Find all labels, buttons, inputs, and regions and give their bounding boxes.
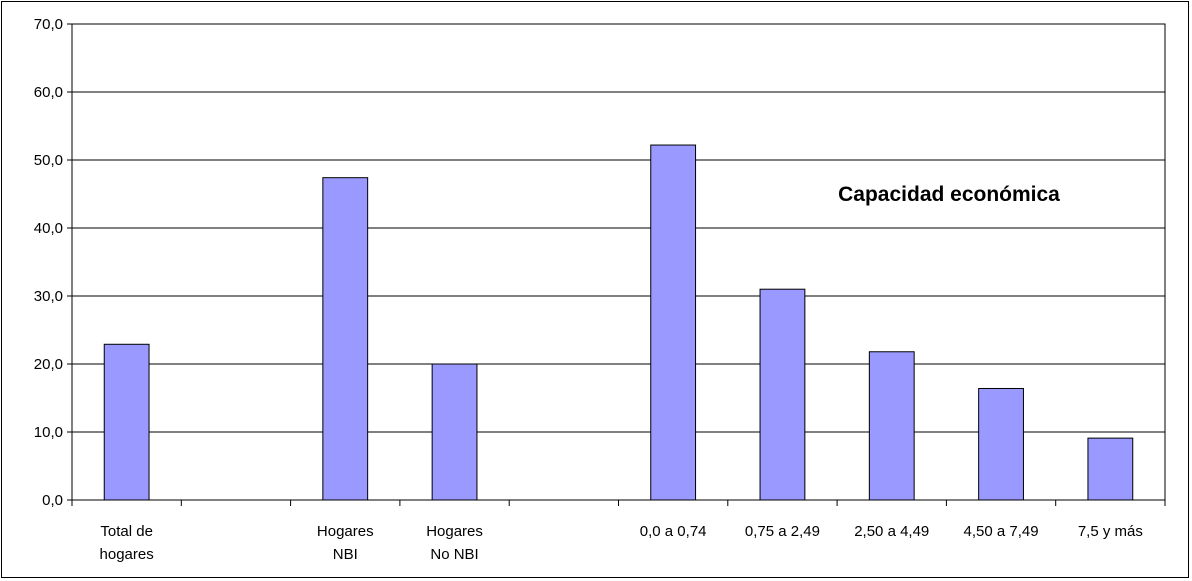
bar xyxy=(1087,437,1134,501)
y-tick-label: 40,0 xyxy=(34,220,63,237)
chart-annotation: Capacidad económica xyxy=(838,183,1060,206)
x-tick-label: Total de xyxy=(100,523,153,540)
x-tick-label: 0,75 a 2,49 xyxy=(745,523,820,540)
y-tick-label: 30,0 xyxy=(34,288,63,305)
y-tick-label: 0,0 xyxy=(42,492,63,509)
x-axis-labels: Total de hogares Hogares NBI Hogares No NBI 0,… xyxy=(100,523,1143,563)
bar xyxy=(978,387,1024,501)
x-tick-label: 7,5 y más xyxy=(1078,523,1143,540)
y-tick-label: 60,0 xyxy=(34,84,63,101)
bar xyxy=(431,363,478,501)
x-tick-label: 0,0 a 0,74 xyxy=(640,523,707,540)
x-tick-label: 4,50 a 7,49 xyxy=(964,523,1039,540)
y-tick-label: 50,0 xyxy=(34,152,63,169)
y-axis-ticks: 0,0 10,0 20,0 30,0 40,0 50,0 60,0 70,0 xyxy=(34,16,72,509)
x-tick-label: No NBI xyxy=(430,546,478,563)
y-tick-label: 10,0 xyxy=(34,424,63,441)
x-tick-label: Hogares xyxy=(426,523,483,540)
y-tick-label: 20,0 xyxy=(34,356,63,373)
bar xyxy=(868,351,915,501)
x-tick-label: NBI xyxy=(333,546,358,563)
bars xyxy=(103,144,1134,501)
x-axis xyxy=(71,24,1166,506)
bar xyxy=(322,177,369,501)
x-tick-label: Hogares xyxy=(317,523,374,540)
bar xyxy=(759,288,806,501)
x-tick-label: hogares xyxy=(100,546,154,563)
y-tick-label: 70,0 xyxy=(34,16,63,33)
bar xyxy=(650,144,697,501)
bar xyxy=(103,343,150,501)
x-tick-label: 2,50 a 4,49 xyxy=(854,523,929,540)
